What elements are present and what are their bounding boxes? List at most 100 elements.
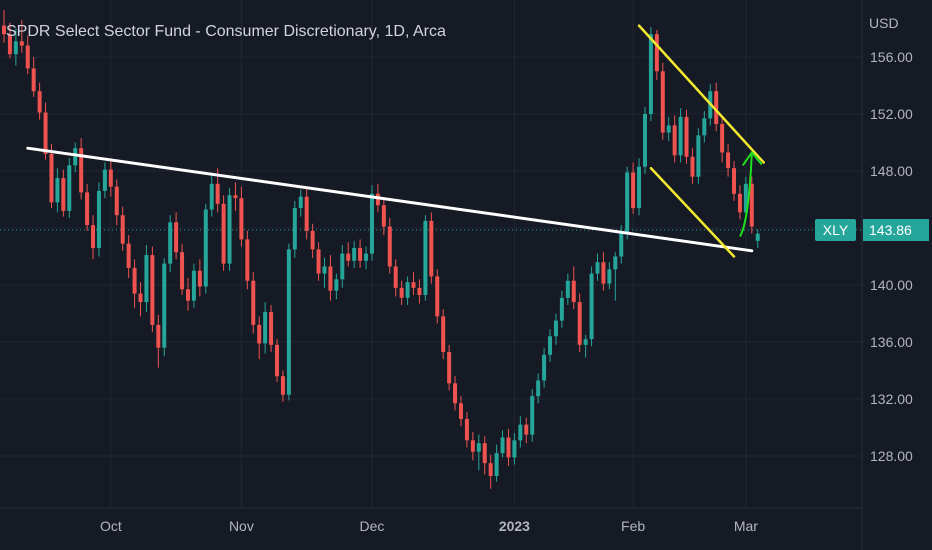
candle — [470, 431, 475, 461]
candle-body — [251, 280, 256, 325]
candle-body — [43, 112, 48, 154]
candle-body — [565, 280, 570, 298]
candle-body — [654, 34, 659, 72]
candle — [660, 62, 665, 140]
candle — [364, 246, 369, 270]
candle-body — [470, 440, 475, 452]
candle — [429, 212, 434, 284]
candle — [263, 302, 268, 354]
candle-body — [476, 443, 481, 452]
candle-body — [648, 34, 653, 115]
last-price-label: 143.86 — [869, 222, 912, 238]
candle-body — [607, 269, 612, 284]
candle-body — [352, 247, 357, 261]
candle-body — [749, 183, 754, 227]
candle-body — [31, 68, 36, 92]
candle — [696, 128, 701, 184]
candle — [286, 243, 291, 401]
candle-body — [720, 123, 725, 153]
last-price-badge — [863, 218, 929, 241]
candle — [684, 109, 689, 164]
candle-body — [257, 324, 262, 344]
candle-body — [637, 166, 642, 209]
candle — [114, 179, 119, 226]
candle-body — [73, 148, 78, 166]
candle-body — [595, 262, 600, 274]
candle-body — [132, 267, 137, 294]
candle — [275, 339, 280, 382]
candle — [642, 106, 647, 174]
candle-body — [619, 232, 624, 257]
candle-body — [286, 249, 291, 395]
candle — [387, 218, 392, 274]
candle-body — [482, 443, 487, 464]
candle-body — [7, 34, 12, 55]
candle-body — [162, 263, 167, 348]
candle — [435, 269, 440, 324]
chart-title: SPDR Select Sector Fund - Consumer Discr… — [6, 23, 446, 40]
candle — [726, 143, 731, 177]
candle — [251, 272, 256, 334]
candle-body — [174, 222, 179, 253]
candle-body — [233, 195, 238, 199]
candle-body — [494, 453, 499, 476]
candle — [298, 189, 303, 217]
candle — [67, 158, 72, 219]
y-tick-label: 128.00 — [870, 448, 913, 464]
candle-body — [542, 354, 547, 381]
candle — [625, 166, 630, 240]
candle — [749, 176, 754, 234]
candle — [631, 162, 636, 214]
candle-body — [381, 205, 386, 227]
candle — [417, 279, 422, 304]
candle-body — [488, 463, 493, 476]
candle-body — [536, 380, 541, 397]
candle — [494, 444, 499, 482]
candle — [25, 35, 30, 75]
price-axis: 128.00132.00136.00140.00144.00148.00152.… — [870, 49, 913, 464]
x-tick-label: Mar — [734, 518, 758, 534]
candle — [548, 329, 553, 362]
candle — [358, 239, 363, 268]
channel-lower-line — [649, 166, 736, 258]
candles — [2, 9, 760, 489]
candle-body — [156, 324, 161, 348]
candle — [209, 172, 214, 217]
candle — [37, 82, 42, 120]
candle — [458, 396, 463, 427]
candle-body — [245, 239, 250, 281]
candle-body — [55, 178, 60, 203]
y-tick-label: 152.00 — [870, 106, 913, 122]
candle — [334, 273, 339, 300]
candle-body — [108, 169, 113, 187]
candle — [393, 259, 398, 297]
candle — [120, 206, 125, 251]
candle — [13, 28, 18, 66]
candle-body — [553, 320, 558, 337]
candle — [2, 9, 6, 43]
candle-body — [25, 45, 30, 69]
time-axis: Oct Nov Dec 2023 Feb Mar — [100, 518, 758, 534]
candle-body — [144, 255, 149, 303]
arrow-shaft — [739, 152, 753, 238]
candle — [518, 416, 523, 448]
price-badges: XLY 143.86 — [815, 218, 929, 241]
candle-body — [13, 41, 18, 55]
candle-body — [227, 195, 232, 264]
candle-body — [684, 116, 689, 157]
candle-body — [429, 220, 434, 277]
candle-body — [417, 287, 422, 295]
candle-body — [548, 336, 553, 355]
candle — [126, 235, 131, 278]
candle — [19, 19, 24, 53]
candle — [714, 82, 719, 132]
candle-body — [411, 282, 416, 288]
candle-body — [737, 193, 742, 213]
candle-body — [239, 198, 244, 240]
candle — [280, 370, 285, 402]
candle — [542, 347, 547, 388]
candle-body — [530, 396, 535, 435]
candle-body — [589, 273, 594, 340]
candle-body — [120, 215, 125, 244]
candle — [269, 304, 274, 352]
